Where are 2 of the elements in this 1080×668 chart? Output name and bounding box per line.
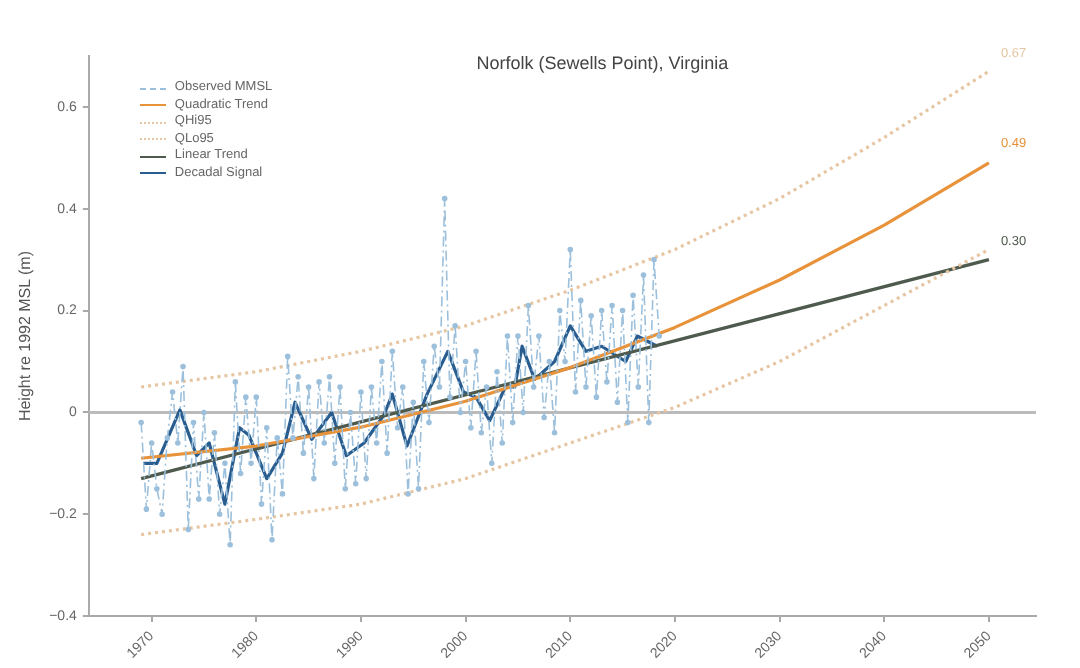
chart-title: Norfolk (Sewells Point), Virginia (476, 52, 729, 73)
y-axis-title: Height re 1992 MSL (m) (16, 250, 35, 422)
